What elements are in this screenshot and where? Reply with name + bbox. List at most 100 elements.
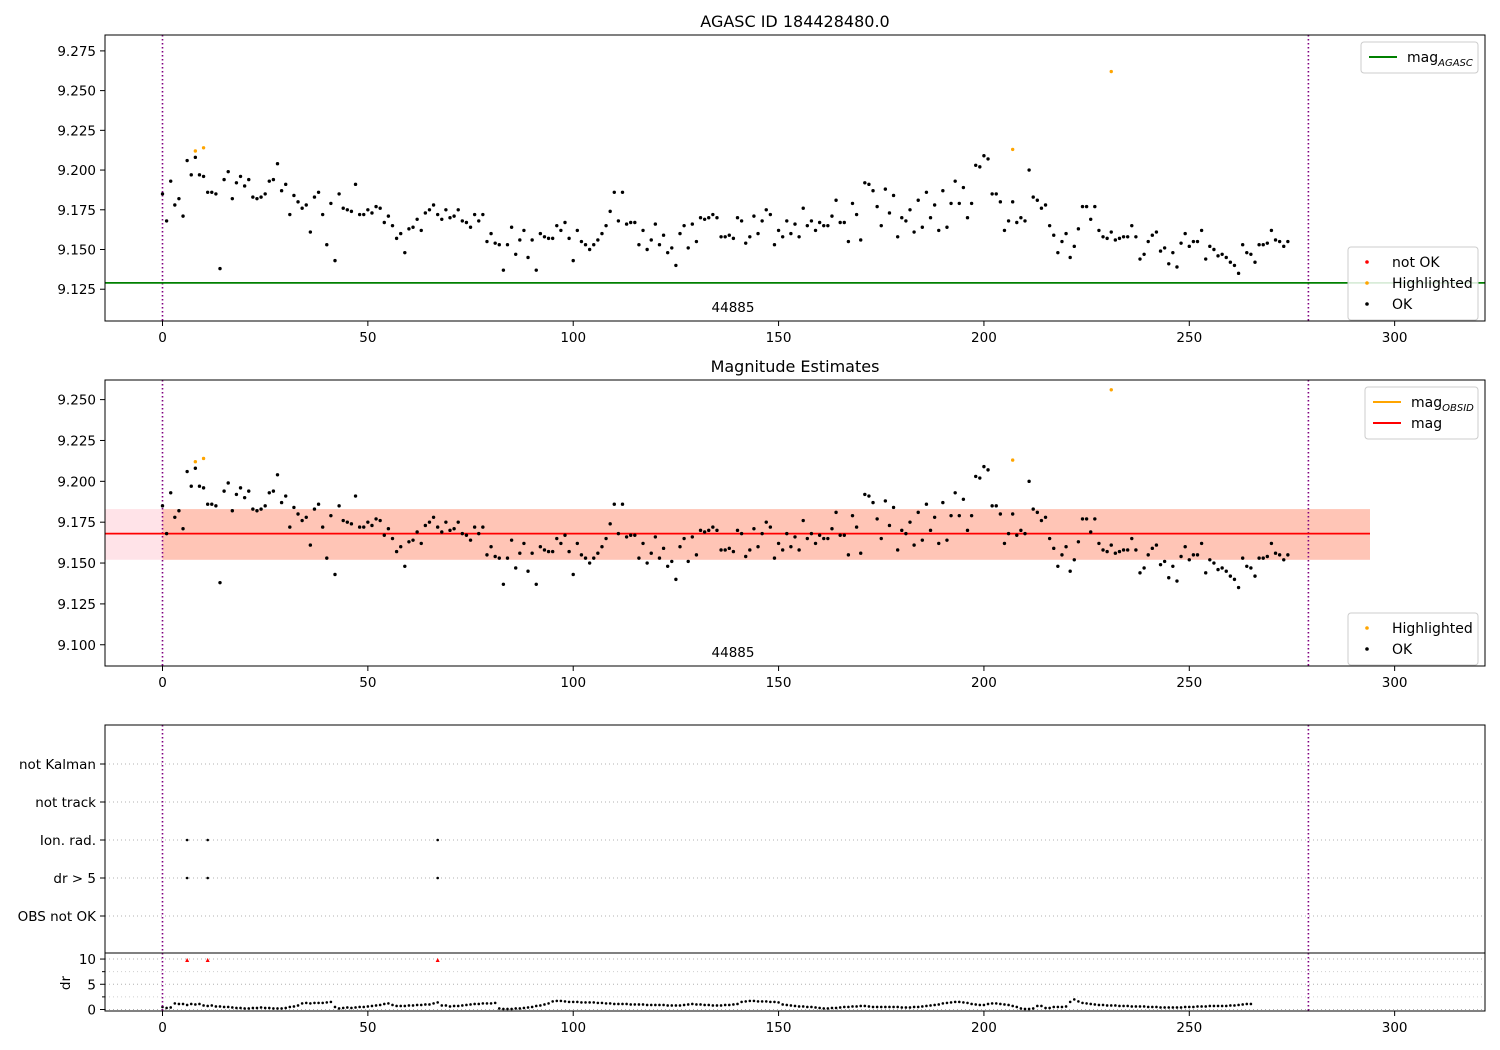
ok-point [949,513,953,518]
y-tick-label: 9.250 [57,393,96,409]
ok-point [271,489,276,493]
ok-point [883,499,888,503]
ok-point [600,231,604,236]
x-tick-label: 200 [971,1020,997,1036]
ok-point [587,561,592,565]
ok-point [1175,579,1179,583]
dr-point [838,1006,842,1009]
ok-point [686,559,690,564]
dr-point [727,1003,731,1007]
ok-point [247,177,251,182]
ok-point [1175,265,1179,269]
ok-point [333,572,337,577]
legend-label: OK [1392,642,1413,658]
dr-point [255,1006,259,1010]
ok-point [694,239,699,244]
ok-point [448,216,452,220]
y-tick-label: 9.175 [57,203,96,219]
dr-point [1208,1004,1212,1008]
dr-point [309,1002,312,1005]
flag-point [185,876,189,880]
x-tick-label: 200 [971,675,997,691]
dr-point [1040,1004,1043,1008]
ok-point [448,528,452,533]
ok-point [1232,577,1237,582]
ok-point [846,553,851,557]
ok-point [826,223,830,228]
ok-point [1060,553,1064,557]
dr-point [777,1001,780,1004]
ok-point [838,533,842,537]
ok-point [1023,531,1027,536]
ok-point [608,522,612,526]
dr-point [867,1005,871,1008]
dr-point [1142,1005,1146,1008]
ok-point [452,527,456,531]
ok-point [464,533,469,537]
ok-point [345,520,350,524]
ok-point [1171,250,1175,255]
dr-point [666,1004,669,1007]
ok-point [633,533,637,537]
y-tick-label: 9.275 [57,44,96,60]
ok-point [1035,510,1040,515]
dr-point [259,1006,263,1009]
ok-point [251,507,255,511]
x-tick-label: 300 [1382,1020,1408,1036]
ok-point [440,530,444,534]
dr-point [481,1002,485,1005]
ok-point [279,500,284,505]
ok-point [341,518,345,523]
ok-point [1228,574,1233,578]
dr-point [263,1006,267,1010]
x-tick-label: 150 [766,330,792,346]
ok-point [941,189,945,193]
ok-point [423,523,428,528]
dr-point [806,1005,809,1009]
x-tick-label: 50 [359,1020,376,1036]
ok-point [780,235,785,239]
dr-point [953,1000,957,1004]
x-tick-label: 0 [158,330,167,346]
ok-point [1093,204,1097,209]
dr-point [391,1003,394,1007]
ok-point [1064,231,1068,236]
dr-point [1007,1003,1010,1007]
ok-point [1080,517,1085,521]
dr-point [563,1000,567,1003]
ok-point [834,510,838,515]
ok-point [969,513,974,518]
dr-point [584,1001,587,1004]
ok-point [641,541,645,546]
ok-point [1121,548,1126,552]
ok-point [509,538,514,542]
dr-point [226,1005,230,1009]
ok-point [349,522,354,526]
ok-point [255,509,259,513]
ok-point [333,258,337,263]
dr-point [1060,1005,1064,1009]
ok-point [550,236,555,241]
ok-point [542,548,547,552]
ok-point [1130,223,1134,228]
dr-point [822,1007,826,1010]
ok-point [678,231,682,236]
ok-point [1208,558,1212,562]
ok-point [345,208,350,212]
dr-point [551,1000,554,1003]
ok-point [1277,239,1282,244]
ok-point [1171,564,1175,569]
ok-point [1146,239,1150,244]
ok-point [1056,250,1060,255]
ok-point [1084,517,1089,521]
dr-tick-label: 5 [87,977,96,993]
ok-point [904,531,908,536]
ok-point [164,219,169,223]
ok-point [493,241,497,245]
dr-point [210,1004,214,1007]
dr-point [432,1002,435,1005]
ok-point [661,546,666,551]
dr-point [506,1007,509,1011]
ok-point [879,536,883,541]
